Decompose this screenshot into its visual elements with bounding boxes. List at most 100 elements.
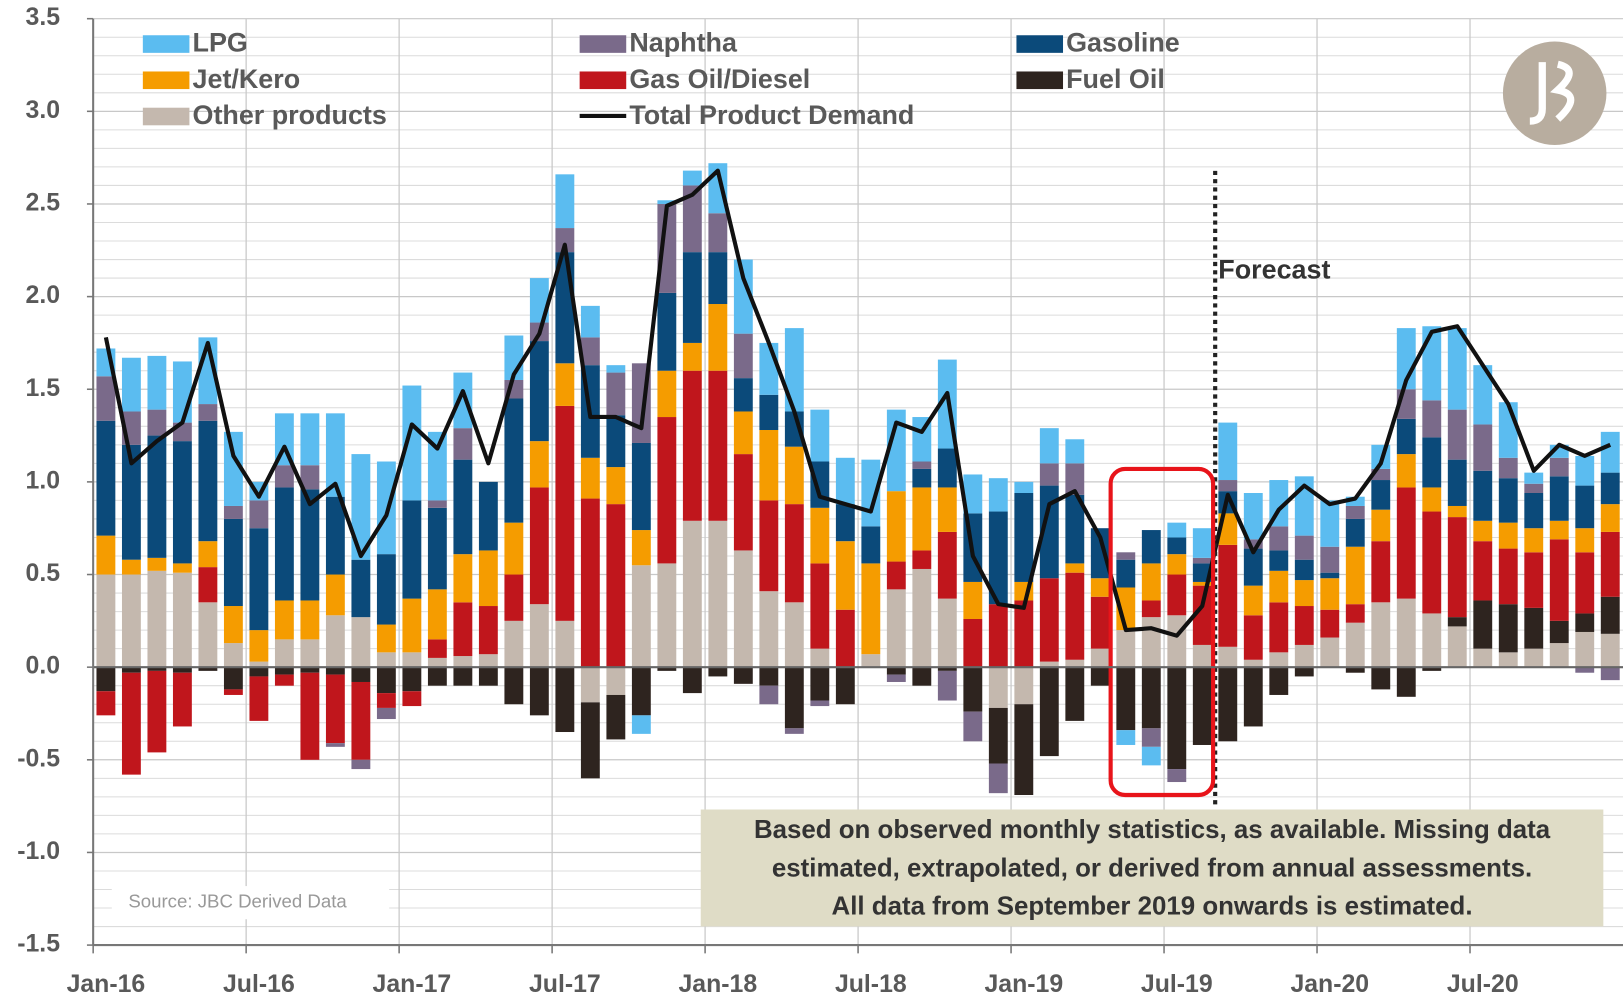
bar-segment — [1269, 526, 1289, 551]
bar-segment — [1167, 769, 1187, 783]
bar-segment — [733, 550, 753, 668]
bar-segment — [325, 674, 345, 744]
bar-segment — [427, 667, 447, 686]
x-tick-label: Jul-16 — [223, 971, 295, 998]
bar-segment — [886, 589, 906, 668]
bar-segment — [631, 565, 651, 668]
x-tick-label: Jul-17 — [529, 971, 601, 998]
bar-segment — [708, 252, 728, 305]
bar-segment — [249, 630, 269, 662]
y-tick-label: -0.5 — [17, 745, 60, 772]
bar-segment — [478, 654, 498, 668]
bar-segment — [1141, 746, 1161, 766]
bar-segment — [580, 498, 600, 668]
bar-segment — [1524, 493, 1544, 529]
bar-segment — [810, 667, 830, 701]
bar-segment — [1473, 600, 1493, 649]
bar-segment — [912, 667, 932, 686]
total-line — [103, 168, 1612, 638]
bar-segment — [1243, 659, 1263, 668]
bar-segment — [1039, 667, 1059, 757]
bar-segment — [1549, 520, 1569, 540]
bar-segment — [1167, 667, 1187, 770]
bar-segment — [1014, 667, 1034, 705]
bar-segment — [555, 363, 575, 406]
bar-segment — [249, 661, 269, 668]
x-tick-label: Jan-18 — [679, 971, 758, 998]
bar-segment — [1575, 552, 1595, 614]
legend-label: Gasoline — [1066, 28, 1180, 58]
bar-segment — [1192, 585, 1212, 645]
legend-swatch — [142, 71, 190, 90]
bar-segment — [1549, 620, 1569, 644]
bar-segment — [657, 370, 677, 418]
bar-segment — [96, 535, 116, 575]
bar-segment — [1549, 457, 1569, 477]
bar-segment — [1320, 609, 1340, 638]
bar-segment — [1473, 541, 1493, 601]
bar-segment — [1243, 615, 1263, 660]
bar-segment — [1473, 648, 1493, 668]
bar-segment — [478, 550, 498, 607]
bar-segment — [504, 574, 524, 621]
bar-segment — [1014, 704, 1034, 796]
y-tick-label: 1.0 — [26, 467, 61, 494]
bar-segment — [504, 398, 524, 523]
bar-segment — [1065, 667, 1085, 721]
bar-segment — [147, 409, 167, 436]
bar-segment — [529, 487, 549, 605]
bar-segment — [682, 520, 702, 668]
bar-segment — [1422, 326, 1442, 401]
bar-segment — [963, 711, 983, 742]
bar-segment — [988, 763, 1008, 794]
bar-segment — [1396, 418, 1416, 455]
bar-segment — [274, 465, 294, 488]
bar-segment — [708, 213, 728, 253]
bar-segment — [631, 667, 651, 716]
bar-segment — [1345, 667, 1365, 673]
bar-segment — [198, 667, 218, 671]
bar-segment — [1167, 522, 1187, 538]
bar-segment — [1345, 496, 1365, 506]
bar-segment — [223, 518, 243, 607]
bar-segment — [96, 574, 116, 668]
bar-segment — [682, 170, 702, 186]
bar-segment — [249, 676, 269, 721]
bar-segment — [1039, 485, 1059, 579]
bar-segment — [784, 446, 804, 505]
bar-segment — [300, 465, 320, 490]
bar-segment — [580, 702, 600, 779]
bar-segment — [453, 602, 473, 657]
bar-segment — [1396, 487, 1416, 599]
bar-segment — [1447, 328, 1467, 410]
bar-segment — [300, 639, 320, 668]
bar-segment — [300, 672, 320, 760]
bar-segment — [427, 589, 447, 640]
bar-segment — [1014, 493, 1034, 582]
bar-segment — [300, 600, 320, 640]
legend-swatch — [579, 71, 627, 90]
bar-segment — [886, 667, 906, 675]
legend-swatch — [142, 107, 190, 126]
bar-segment — [733, 411, 753, 455]
bar-segment — [1422, 400, 1442, 438]
bar-segment — [1269, 652, 1289, 668]
bar-segment — [198, 420, 218, 542]
bar-segment — [223, 606, 243, 644]
bar-segment — [1371, 667, 1391, 690]
bar-segment — [759, 667, 779, 686]
bar-segment — [784, 728, 804, 734]
bar-segment — [759, 394, 779, 431]
bar-segment — [1447, 617, 1467, 627]
bar-segment — [1141, 600, 1161, 618]
bar-segment — [121, 559, 141, 575]
bar-segment — [121, 357, 141, 412]
bar-segment — [274, 487, 294, 601]
legend-label: LPG — [193, 28, 248, 58]
bar-segment — [96, 376, 116, 421]
bar-segment — [1345, 546, 1365, 605]
bar-segment — [351, 759, 371, 770]
bar-segment — [1116, 667, 1136, 731]
bar-segment — [402, 385, 422, 501]
